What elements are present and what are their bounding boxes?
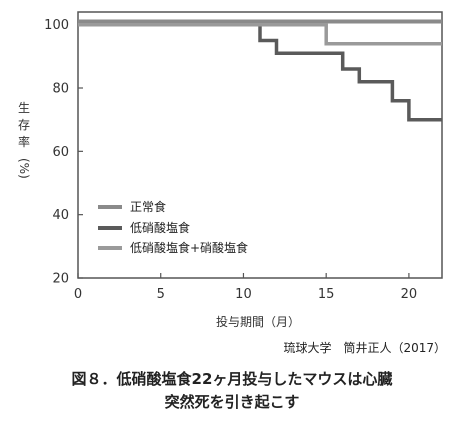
y-axis-label: 生 存 率 (%) <box>17 101 31 179</box>
y-axis-ticks: 20 40 60 80 100 <box>44 18 83 287</box>
series-lines <box>78 19 442 122</box>
y-tick-label: 100 <box>44 18 69 33</box>
y-tick-label: 20 <box>52 272 69 287</box>
plot-area: 20 40 60 80 100 0 5 10 15 20 <box>44 11 443 302</box>
series-line-low-plus-nitrate <box>78 22 442 46</box>
y-axis-label-char: (%) <box>17 158 31 179</box>
x-tick-label: 20 <box>401 287 418 302</box>
y-axis-label-char: 率 <box>18 134 30 149</box>
legend-label-normal: 正常食 <box>130 199 166 214</box>
x-tick-label: 15 <box>318 287 335 302</box>
legend-label-low-plus-nitrate: 低硝酸塩食+硝酸塩食 <box>130 240 248 255</box>
x-tick-label: 5 <box>157 287 165 302</box>
figure-caption-line2: 突然死を引き起こす <box>165 393 300 411</box>
x-axis-ticks: 0 5 10 15 20 <box>74 273 417 302</box>
y-tick-label: 60 <box>52 145 69 160</box>
x-tick-label: 10 <box>235 287 252 302</box>
y-axis-label-char: 生 <box>18 101 30 115</box>
y-tick-label: 40 <box>52 208 69 223</box>
plot-frame <box>77 11 443 279</box>
series-line-low-nitrate <box>78 22 442 122</box>
y-tick-label: 80 <box>52 82 69 97</box>
x-tick-label: 0 <box>74 287 82 302</box>
x-axis-label: 投与期間（月） <box>216 314 300 329</box>
figure-caption-line1: 図８．低硝酸塩食22ヶ月投与したマウスは心臓 <box>72 370 393 388</box>
legend: 正常食 低硝酸塩食 低硝酸塩食+硝酸塩食 <box>98 199 248 255</box>
y-axis-label-char: 存 <box>18 118 30 132</box>
legend-label-low-nitrate: 低硝酸塩食 <box>130 220 190 235</box>
source-credit: 琉球大学 筒井正人（2017） <box>283 340 446 355</box>
